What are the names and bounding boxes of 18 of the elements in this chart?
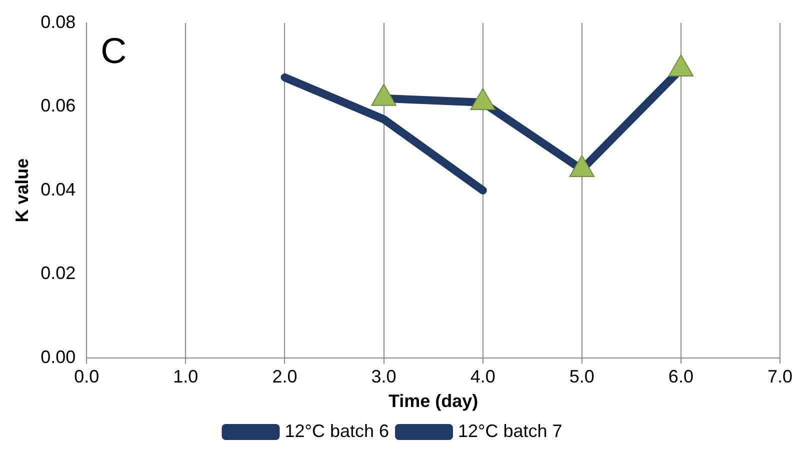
x-tick-label: 2.0	[272, 366, 298, 387]
x-tick-label: 0.0	[74, 366, 100, 387]
annotation: C	[100, 30, 127, 71]
legend-label: 12°C batch 6	[284, 420, 389, 441]
legend-label: 12°C batch 7	[458, 420, 562, 441]
x-tick-label: 1.0	[173, 366, 198, 387]
x-tick-label: 3.0	[371, 366, 396, 387]
y-tick-label: 0.00	[40, 346, 76, 367]
y-tick-label: 0.06	[40, 96, 76, 116]
x-tick-label: 4.0	[470, 366, 496, 387]
y-tick-label: 0.08	[40, 12, 76, 32]
x-axis-title: Time (day)	[388, 391, 478, 412]
y-tick-label: 0.04	[40, 179, 76, 200]
y-axis-title: K value	[12, 158, 32, 222]
x-tick-label: 7.0	[767, 366, 793, 387]
x-tick-label: 5.0	[569, 366, 594, 387]
y-tick-label: 0.02	[40, 263, 76, 284]
x-tick-label: 6.0	[668, 366, 694, 387]
